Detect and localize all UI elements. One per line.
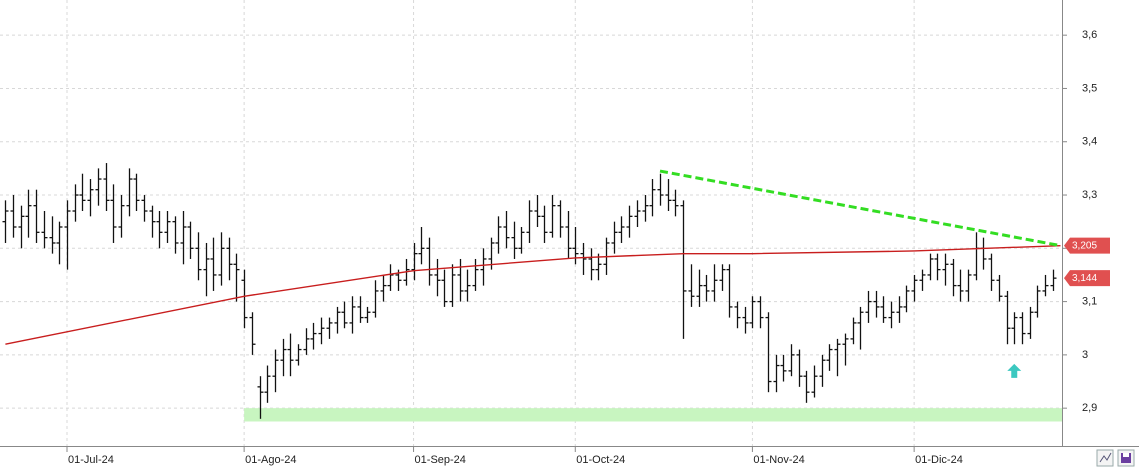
price-label: 3,205	[1072, 240, 1097, 251]
marks	[2, 163, 1062, 422]
y-tick-label: 3,1	[1082, 296, 1097, 308]
price-label: 3,144	[1072, 273, 1097, 284]
x-tick-label: 01-Jul-24	[68, 454, 114, 466]
x-tick-label: 01-Oct-24	[576, 454, 625, 466]
arrow-marker	[1007, 363, 1022, 378]
price-label-box	[1064, 237, 1110, 254]
save-icon-label	[1123, 453, 1129, 457]
x-tick-label: 01-Dic-24	[915, 454, 963, 466]
y-tick-label: 3,3	[1082, 189, 1097, 201]
y-tick-label: 3,4	[1082, 136, 1097, 148]
y-tick-label: 2,9	[1082, 402, 1097, 414]
chart-type-icon	[1099, 452, 1112, 463]
y-tick-label: 3,6	[1082, 29, 1097, 41]
price-label-box	[1064, 270, 1110, 287]
toolbar	[1096, 449, 1135, 467]
save-icon	[1121, 453, 1131, 463]
trendline	[659, 169, 1061, 248]
y-tick-label: 3,5	[1082, 82, 1097, 94]
x-tick-label: 01-Sep-24	[415, 454, 466, 466]
x-tick-label: 01-Ago-24	[245, 454, 296, 466]
support-zone	[244, 408, 1062, 422]
x-tick-label: 01-Nov-24	[753, 454, 804, 466]
grid	[0, 0, 1062, 446]
y-tick-label: 3	[1082, 349, 1088, 361]
moving-average	[5, 244, 1061, 345]
